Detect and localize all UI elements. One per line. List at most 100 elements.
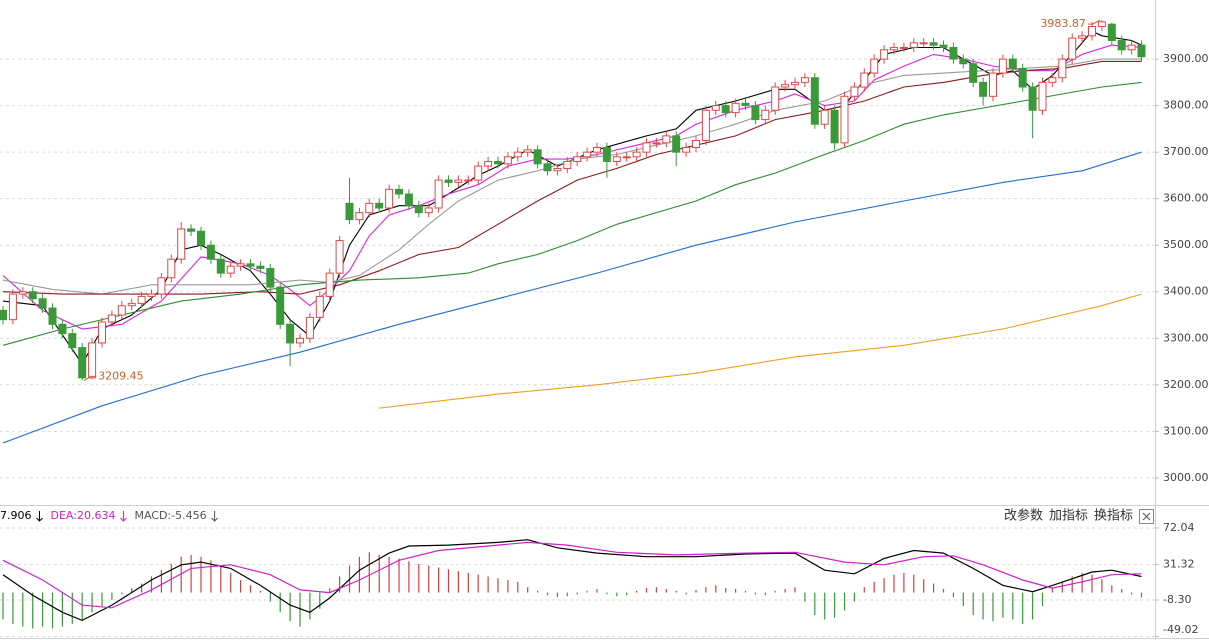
candle-body: [979, 81, 988, 97]
ma-line: [379, 293, 1142, 409]
candle-body: [989, 72, 997, 97]
y-tick-label: 3800.00: [1163, 99, 1209, 112]
ma-line: [2, 151, 1142, 444]
candle-body: [266, 267, 275, 288]
candle-body: [167, 258, 176, 279]
candle-body: [741, 102, 750, 107]
candle-body: [652, 142, 661, 145]
annotation-arrow: [1087, 19, 1101, 25]
candle-body: [58, 323, 67, 335]
candle-body: [107, 314, 116, 323]
candle-body: [206, 244, 215, 260]
candle-body: [484, 160, 493, 167]
y-tick-label: -49.02: [1163, 623, 1198, 636]
candle-body: [969, 63, 978, 83]
candle-body: [1048, 77, 1057, 83]
candle-body: [870, 58, 879, 74]
candle-body: [1028, 86, 1037, 111]
candle-body: [434, 179, 443, 209]
candle-body: [771, 86, 780, 111]
candle-body: [256, 265, 265, 269]
y-tick-label: 3300.00: [1163, 331, 1209, 344]
candle-body: [18, 291, 27, 295]
candle-body: [38, 298, 47, 309]
candle-body: [127, 302, 136, 307]
candle-body: [385, 188, 394, 209]
candle-body: [414, 205, 423, 214]
candle-body: [1088, 26, 1096, 37]
y-tick-label: 72.04: [1163, 521, 1195, 534]
candle-body: [622, 156, 631, 159]
candle-body: [404, 193, 413, 207]
y-tick-label: 3500.00: [1163, 238, 1209, 251]
ma-line: [2, 81, 1142, 346]
candle-body: [672, 135, 681, 153]
candle-body: [899, 46, 908, 49]
y-tick-label: 3200.00: [1163, 378, 1209, 391]
candle-body: [1097, 21, 1106, 28]
candle-body: [949, 46, 958, 60]
candle-body: [226, 265, 235, 274]
candle-body: [711, 105, 720, 111]
candle-body: [424, 207, 433, 214]
candle-body: [296, 337, 304, 344]
candle-body: [533, 149, 542, 165]
candle-body: [474, 165, 483, 181]
candle-body: [998, 58, 1007, 74]
candle-body: [840, 95, 849, 144]
candle-body: [1038, 81, 1047, 111]
y-tick-label: 3700.00: [1163, 145, 1209, 158]
candle-body: [860, 72, 869, 88]
indicator-label: 7.906: [0, 509, 32, 522]
candle-body: [682, 147, 691, 153]
candle-body: [810, 77, 819, 125]
candle-body: [276, 286, 285, 325]
candle-body: [761, 109, 770, 121]
candle-body: [890, 46, 898, 51]
candle-body: [444, 179, 453, 183]
candle-body: [543, 163, 552, 172]
close-button[interactable]: [1139, 509, 1154, 524]
y-tick-label: 3900.00: [1163, 52, 1209, 65]
candle-body: [157, 277, 166, 295]
trend-arrow: [36, 511, 43, 522]
candle-body: [1107, 23, 1116, 41]
candle-body: [563, 160, 572, 169]
candle-body: [375, 202, 384, 209]
candle-body: [692, 140, 700, 149]
close-icon[interactable]: [1142, 512, 1151, 521]
candle-body: [1127, 44, 1136, 51]
candle-body: [78, 347, 87, 379]
candle-body: [800, 77, 809, 83]
button[interactable]: 加指标: [1049, 509, 1088, 524]
candle-body: [1058, 58, 1067, 79]
candle-body: [1117, 39, 1126, 51]
candle-body: [880, 49, 889, 60]
candle-body: [642, 142, 651, 153]
candle-body: [28, 291, 37, 300]
button[interactable]: 改参数: [1004, 508, 1043, 524]
candle-body: [1008, 58, 1017, 69]
candle-body: [325, 272, 334, 297]
candle-body: [751, 105, 760, 121]
candle-body: [1018, 67, 1027, 88]
candle-body: [395, 188, 403, 195]
candle-body: [0, 309, 7, 321]
candle-body: [602, 147, 611, 162]
candle-body: [523, 149, 532, 153]
candle-body: [939, 44, 948, 48]
candle-body: [959, 58, 968, 65]
candle-body: [246, 263, 255, 267]
y-tick-label: 3400.00: [1163, 285, 1209, 298]
button[interactable]: 换指标: [1094, 509, 1133, 524]
candle-body: [1068, 37, 1077, 60]
candle-body: [850, 86, 859, 97]
candle-body: [147, 293, 156, 297]
candle-body: [929, 42, 938, 46]
y-tick-label: 3100.00: [1163, 424, 1209, 437]
candle-body: [513, 151, 522, 158]
candle-body: [197, 230, 205, 246]
candle-body: [355, 212, 364, 221]
